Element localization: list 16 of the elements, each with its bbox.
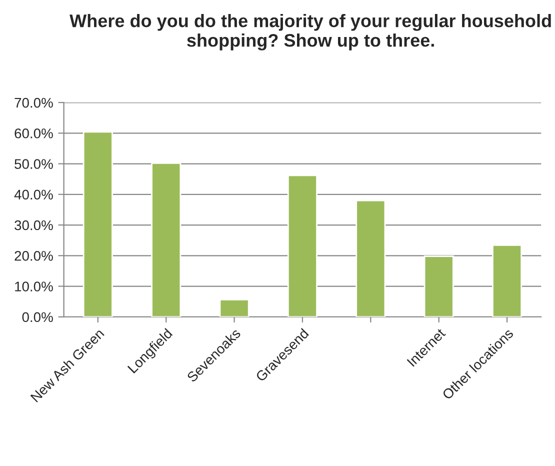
bar <box>219 299 250 317</box>
bar <box>492 244 522 317</box>
y-tick-label: 60.0% <box>14 128 53 138</box>
bar <box>356 200 386 317</box>
bar <box>287 174 318 317</box>
chart-title: Where do you do the majority of your regular household shopping? Show up to three. <box>70 14 551 50</box>
y-tick-label: 0.0% <box>22 312 53 322</box>
bar <box>424 256 454 317</box>
y-tick-label: 20.0% <box>14 250 53 261</box>
bar <box>82 131 113 317</box>
y-tick-label: 50.0% <box>14 159 53 169</box>
bar <box>151 162 182 317</box>
y-tick-label: 30.0% <box>14 220 53 230</box>
y-tick-label: 10.0% <box>15 282 53 292</box>
y-tick-label: 40.0% <box>14 190 53 200</box>
y-tick-label: 70.0% <box>14 98 53 108</box>
